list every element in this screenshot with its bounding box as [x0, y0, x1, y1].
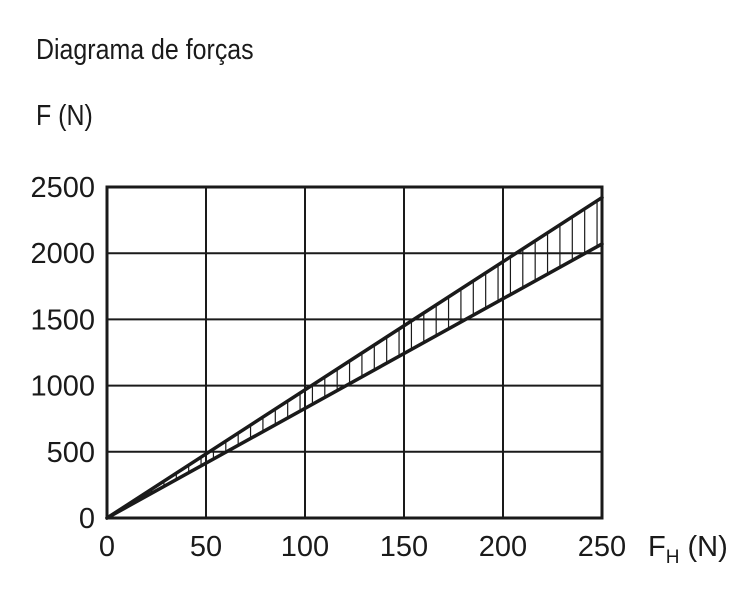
- y-tick-label: 0: [79, 503, 95, 535]
- y-tick-label: 1000: [30, 371, 95, 403]
- chart-title: Diagrama de forças: [36, 34, 254, 66]
- x-tick-label: 150: [380, 531, 428, 563]
- x-tick-label: 100: [281, 531, 329, 563]
- y-tick-label: 2500: [30, 172, 95, 204]
- plot-frame: [105, 185, 604, 520]
- series-lines: [105, 195, 604, 520]
- x-tick-labels: 0 50 100 150 200 250: [99, 531, 626, 563]
- x-tick-label: 0: [99, 531, 115, 563]
- y-tick-label: 2000: [30, 238, 95, 270]
- y-tick-label: 1500: [30, 304, 95, 336]
- x-tick-label: 200: [479, 531, 527, 563]
- x-axis-label: FH (N): [648, 531, 728, 568]
- y-tick-labels: 0 500 1000 1500 2000 2500: [30, 172, 95, 535]
- x-tick-label: 250: [578, 531, 626, 563]
- y-axis-label: F (N): [36, 100, 93, 132]
- series-line-2: [105, 242, 604, 520]
- series-line-1: [105, 195, 604, 520]
- y-tick-label: 500: [47, 437, 95, 469]
- x-tick-label: 50: [190, 531, 222, 563]
